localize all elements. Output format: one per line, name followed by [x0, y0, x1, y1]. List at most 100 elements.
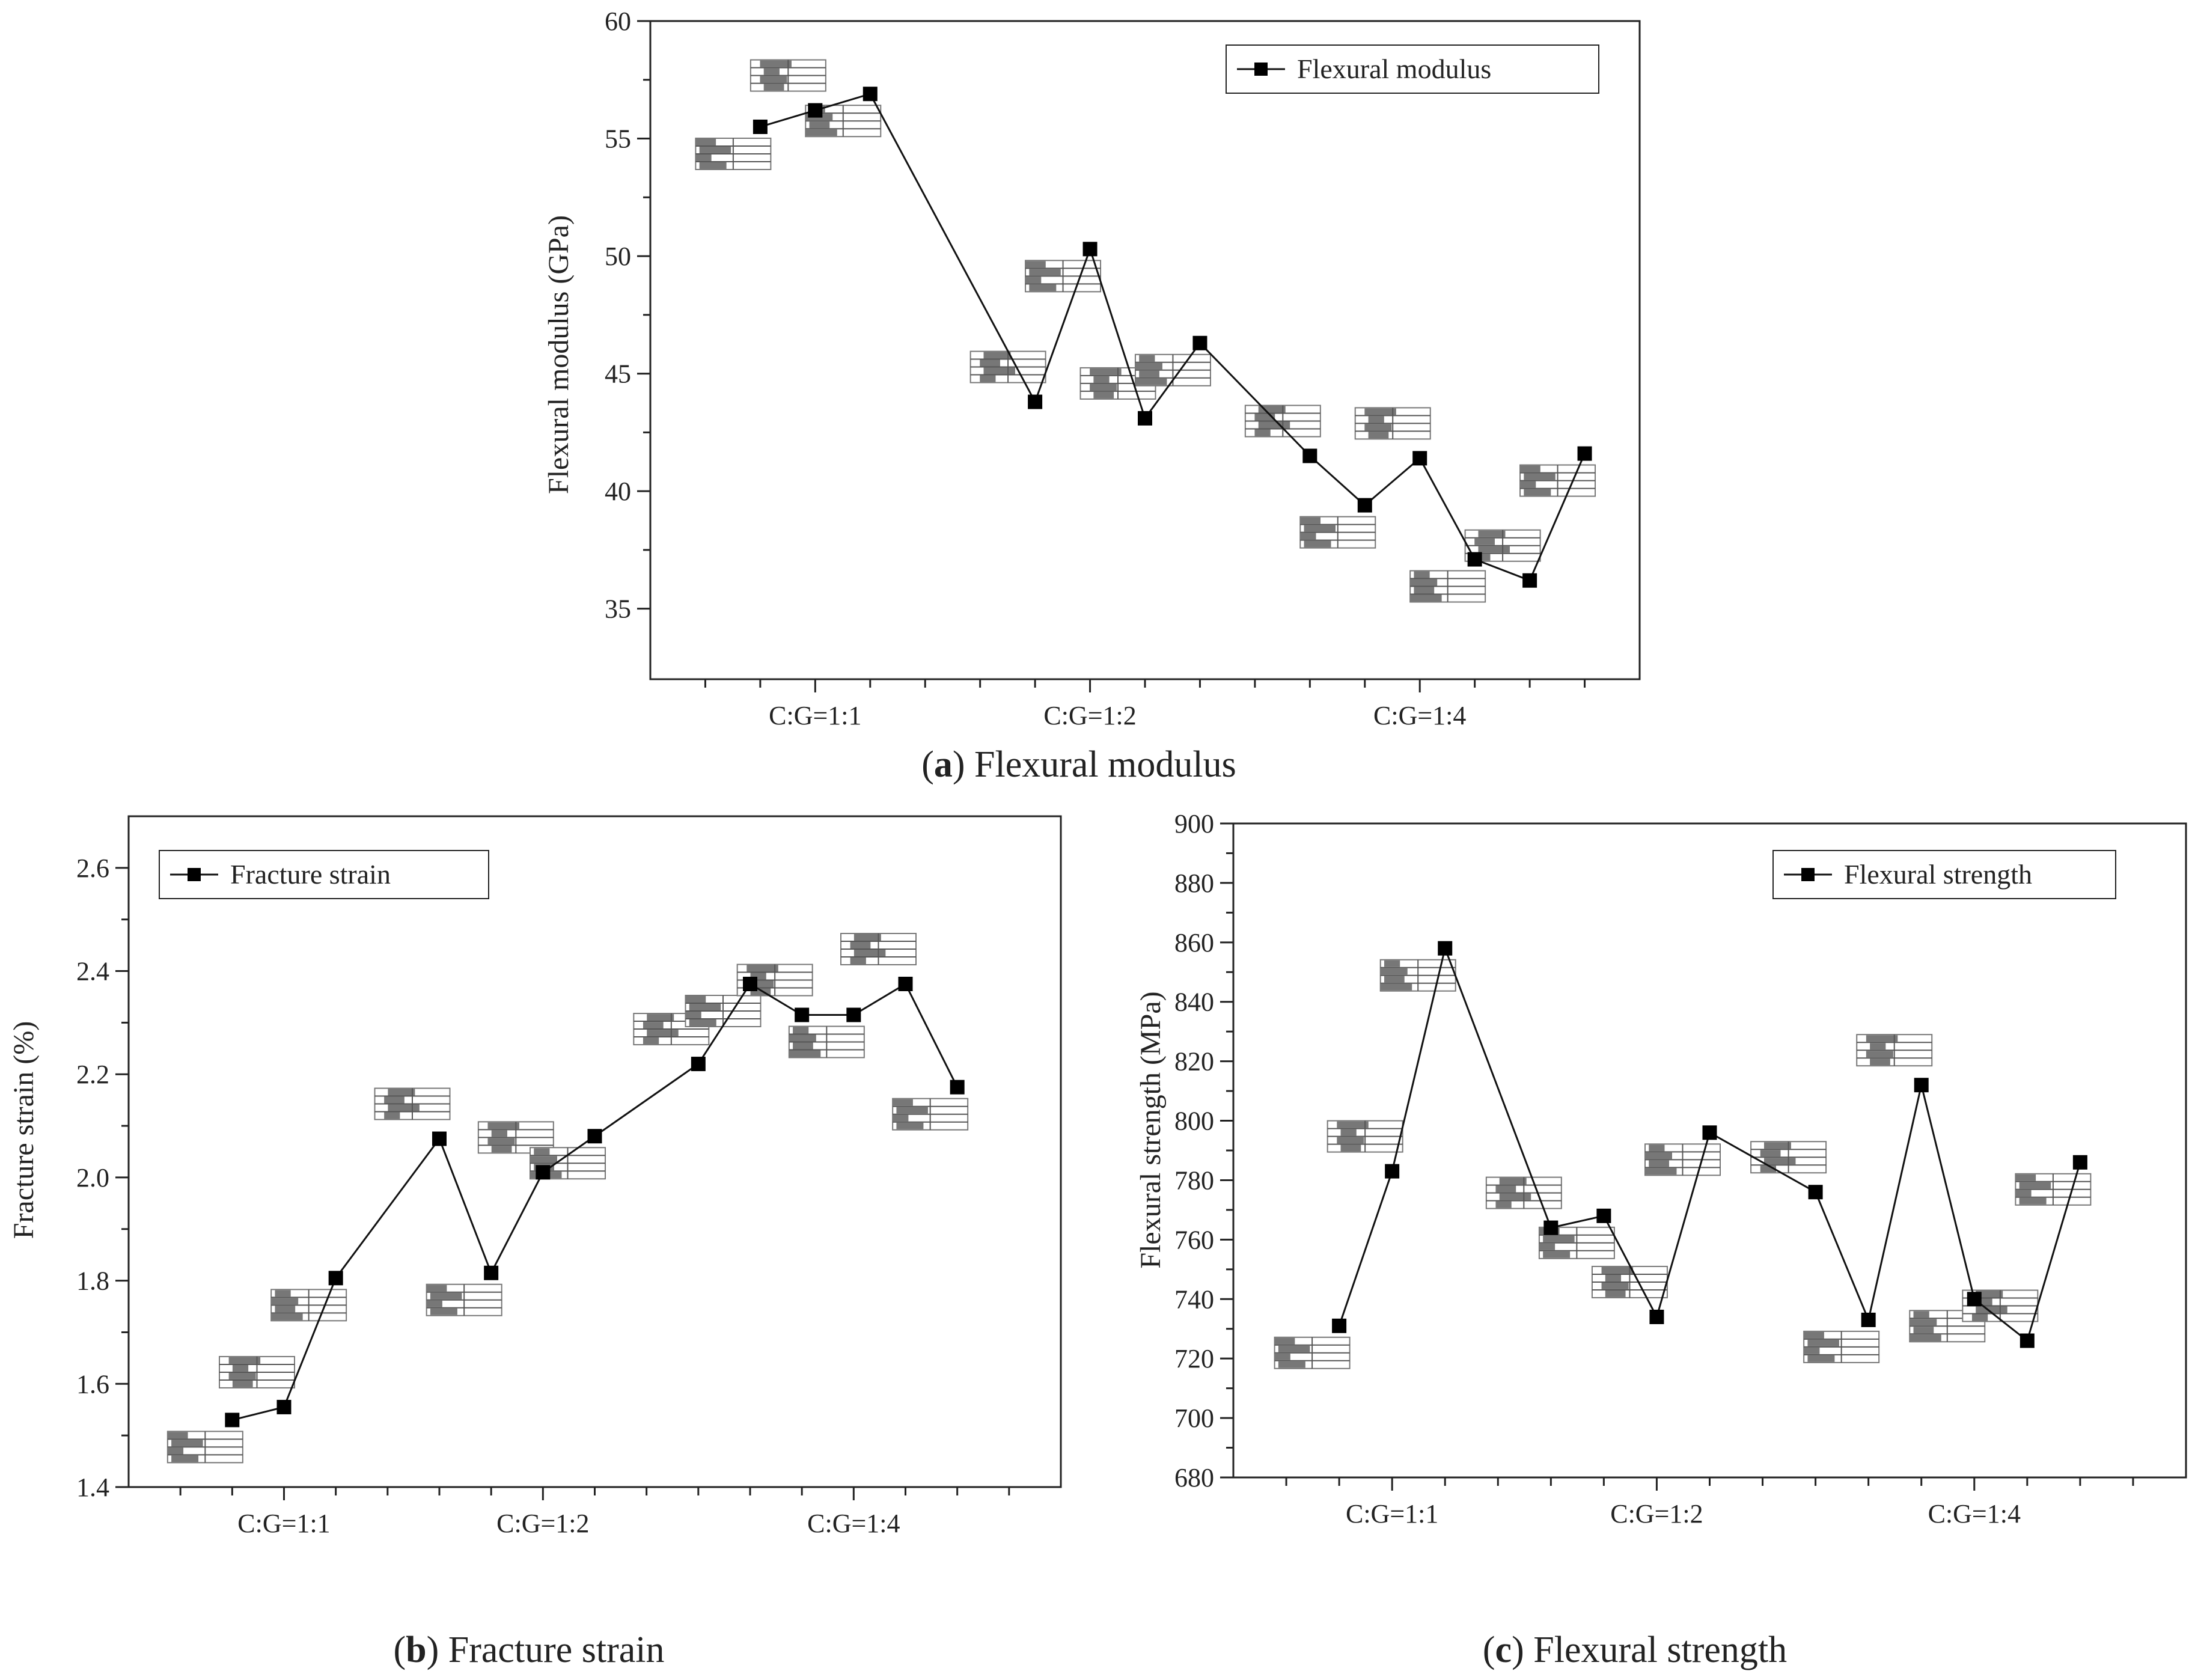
data-point: [808, 103, 823, 118]
icon-fiber-band: [850, 942, 871, 948]
icon-fiber-band: [793, 1027, 809, 1034]
data-point: [1138, 411, 1152, 426]
data-point: [276, 1399, 292, 1414]
layup-icon: [1025, 260, 1102, 293]
layup-icon: [1591, 1265, 1668, 1298]
panel-caption: (b) Fracture strain: [393, 1630, 664, 1670]
icon-fiber-band: [1029, 269, 1061, 276]
series-line: [760, 93, 1586, 582]
data-point: [1543, 1220, 1559, 1235]
y-tick-label: 50: [605, 242, 631, 271]
icon-fiber-band: [1499, 1193, 1531, 1200]
icon-fiber-band: [789, 1050, 821, 1057]
icon-fiber-band: [685, 1012, 701, 1018]
icon-fiber-band: [430, 1308, 457, 1315]
icon-fiber-band: [388, 1104, 420, 1111]
layup-icon: [1354, 407, 1431, 440]
icon-fiber-band: [1300, 517, 1321, 524]
icon-fiber-band: [1601, 1282, 1629, 1289]
data-point: [1028, 394, 1043, 409]
icon-fiber-band: [1807, 1355, 1835, 1362]
y-tick-label: 1.6: [76, 1369, 109, 1399]
icon-fiber-band: [1384, 976, 1405, 983]
icon-fiber-band: [228, 1357, 261, 1364]
legend-label: Flexural strength: [1844, 859, 2032, 890]
icon-fiber-band: [426, 1300, 442, 1307]
panel-letter: a: [934, 744, 953, 785]
icon-fiber-band: [980, 359, 1000, 367]
icon-fiber-band: [1524, 473, 1556, 480]
data-point: [1702, 1125, 1717, 1140]
legend-marker: [1254, 63, 1268, 76]
data-point: [1357, 498, 1372, 513]
layup-icon: [750, 59, 826, 92]
data-point: [328, 1271, 343, 1286]
y-tick-label: 2.6: [76, 854, 109, 883]
data-point: [1914, 1078, 1929, 1093]
y-axis-title: Flexural modulus (GPa): [543, 215, 575, 494]
icon-fiber-band: [1520, 481, 1536, 488]
data-point: [1861, 1312, 1876, 1327]
data-point: [1522, 573, 1537, 588]
y-tick-label: 2.0: [76, 1163, 109, 1193]
icon-fiber-band: [1478, 530, 1506, 537]
icon-fiber-band: [689, 1019, 716, 1026]
data-point: [1467, 552, 1482, 567]
y-tick-label: 720: [1174, 1344, 1214, 1373]
icon-fiber-band: [1807, 1339, 1839, 1346]
icon-fiber-band: [1913, 1327, 1934, 1334]
y-tick-label: 740: [1174, 1284, 1214, 1314]
icon-fiber-band: [896, 1122, 924, 1129]
icon-fiber-band: [491, 1146, 512, 1153]
data-point: [795, 1007, 810, 1022]
legend-label: Fracture strain: [230, 859, 391, 890]
layup-icon: [805, 105, 882, 138]
layup-icon: [840, 933, 917, 965]
icon-fiber-band: [1976, 1291, 2003, 1298]
icon-fiber-band: [1135, 362, 1162, 370]
icon-fiber-band: [1368, 432, 1389, 439]
icon-fiber-band: [1645, 1168, 1677, 1175]
x-category-label: C:G=1:4: [1373, 701, 1466, 730]
icon-fiber-band: [1601, 1266, 1634, 1274]
x-category-label: C:G=1:2: [496, 1509, 589, 1538]
data-point: [1596, 1208, 1611, 1223]
y-tick-label: 840: [1174, 988, 1214, 1017]
icon-fiber-band: [809, 121, 830, 129]
icon-fiber-band: [430, 1292, 462, 1300]
icon-fiber-band: [1543, 1251, 1571, 1258]
layup-icon: [1409, 570, 1486, 603]
y-tick-label: 680: [1174, 1463, 1214, 1492]
layup-icon: [1856, 1034, 1933, 1067]
x-category-label: C:G=1:1: [1346, 1499, 1438, 1529]
icon-fiber-band: [1605, 1290, 1626, 1297]
panel-letter: b: [406, 1630, 426, 1670]
y-tick-label: 820: [1174, 1047, 1214, 1077]
icon-fiber-band: [1649, 1144, 1665, 1152]
layup-icon: [1274, 1336, 1351, 1369]
icon-fiber-band: [167, 1432, 188, 1439]
panel-caption: (c) Flexural strength: [1483, 1630, 1787, 1670]
plot-frame: [649, 20, 1641, 680]
icon-fiber-band: [530, 1156, 557, 1163]
panel-fracture-strain: Fracture strain Fracture strain (%) (b) …: [8, 815, 1062, 1670]
icon-fiber-band: [1866, 1051, 1893, 1058]
data-point: [2020, 1333, 2035, 1348]
data-point: [691, 1057, 706, 1072]
icon-fiber-band: [1380, 983, 1412, 991]
y-tick-label: 2.2: [76, 1060, 109, 1089]
y-tick-label: 55: [605, 124, 631, 154]
icon-fiber-band: [1090, 383, 1117, 391]
icon-fiber-band: [228, 1372, 256, 1379]
icon-fiber-band: [1337, 1137, 1364, 1144]
data-point: [950, 1080, 965, 1095]
y-tick-label: 700: [1174, 1404, 1214, 1433]
y-tick-label: 800: [1174, 1107, 1214, 1136]
icon-fiber-band: [1025, 276, 1042, 284]
data-point: [432, 1131, 447, 1146]
y-tick-label: 2.4: [76, 957, 109, 986]
icon-fiber-band: [1340, 1129, 1357, 1136]
data-point: [1302, 448, 1317, 463]
panel-caption: (a) Flexural modulus: [921, 744, 1236, 785]
